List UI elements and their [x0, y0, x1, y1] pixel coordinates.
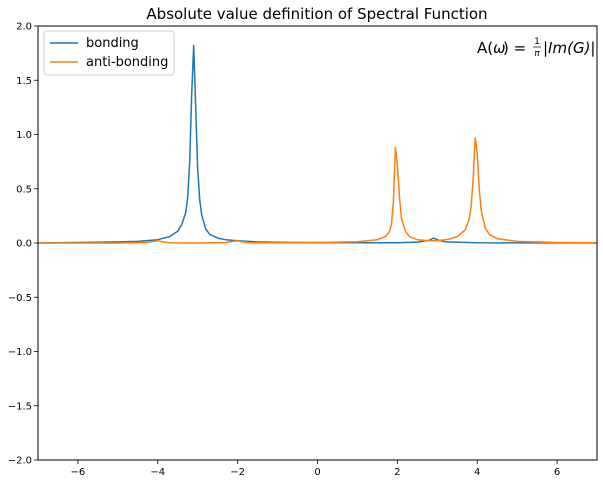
legend: bonding anti-bonding	[43, 30, 175, 76]
legend-box	[43, 30, 175, 76]
y-tick-label: 0.0	[16, 239, 32, 250]
x-tick-label: 4	[474, 467, 480, 478]
formula-prefix: A(	[477, 39, 493, 57]
y-tick-label: 1.0	[16, 130, 32, 141]
formula-suffix: |Im(G)|	[543, 39, 595, 57]
plot-frame	[37, 25, 598, 461]
x-tick-label: −6	[71, 467, 86, 478]
y-tick-label: 1.5	[16, 76, 32, 87]
x-tick-label: 2	[394, 467, 400, 478]
series-line-anti-bonding	[38, 137, 598, 244]
y-tick-label: 0.5	[16, 184, 32, 195]
series-line-bonding	[37, 44, 598, 244]
x-tick-label: 0	[314, 467, 320, 478]
y-tick-label: −2.0	[8, 456, 32, 467]
x-tick-label: −2	[230, 467, 245, 478]
legend-label-bonding: bonding	[86, 36, 139, 51]
ticks-layer: −6 −4 −2 0 2 4 6 −2.0 −1.5 −1.0 −0.5 0.0 0.5 1.0 1.5 2.…	[8, 22, 561, 479]
y-tick-label: −1.5	[8, 401, 32, 412]
formula-frac-den: π	[534, 49, 540, 59]
y-tick-label: −0.5	[8, 293, 32, 304]
formula-omega: ω	[493, 39, 506, 57]
x-tick-label: −4	[150, 467, 165, 478]
formula-annotation: A( ω ) = 1 π |Im(G)|	[477, 37, 595, 59]
formula-middle: ) =	[503, 39, 526, 57]
y-tick-label: −1.0	[8, 347, 32, 358]
chart-title: Absolute value definition of Spectral Fu…	[146, 5, 487, 23]
y-tick-label: 2.0	[16, 22, 32, 33]
formula-frac-num: 1	[534, 37, 540, 47]
series-layer	[37, 44, 598, 244]
legend-label-anti-bonding: anti-bonding	[86, 55, 168, 70]
x-tick-label: 6	[554, 467, 560, 478]
